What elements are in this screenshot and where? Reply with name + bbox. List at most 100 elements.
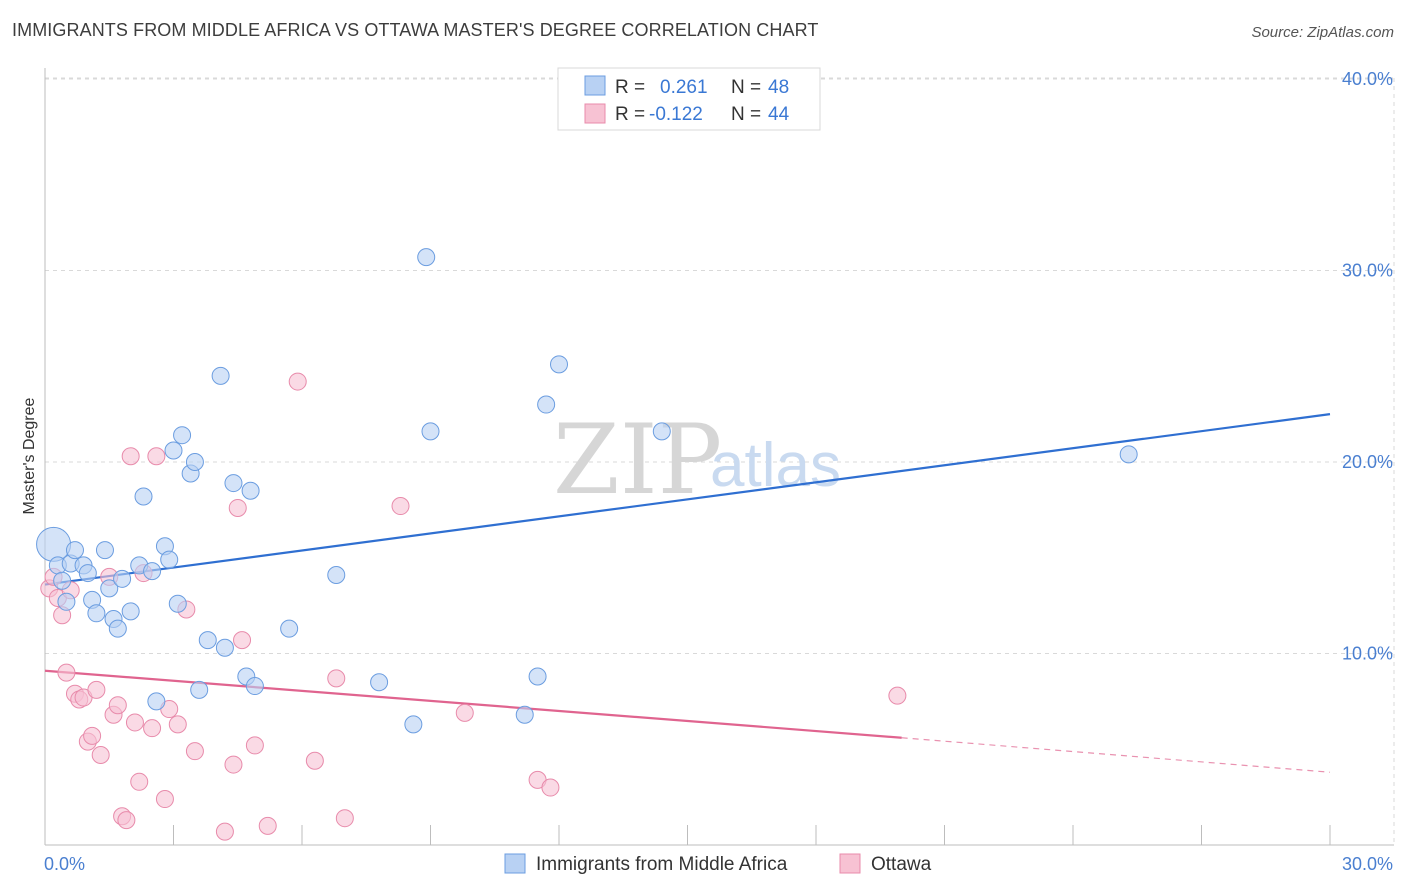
data-point-middle-africa bbox=[417, 248, 436, 267]
series-ottawa-points bbox=[40, 372, 907, 841]
trend-line-middle-africa bbox=[44, 413, 1331, 586]
data-point-middle-africa bbox=[528, 667, 547, 686]
data-point-middle-africa bbox=[160, 550, 179, 569]
data-point-middle-africa bbox=[537, 395, 556, 414]
data-point-middle-africa bbox=[421, 422, 440, 441]
y-axis-label: Master's Degree bbox=[21, 397, 38, 514]
legend-r-value-1: 0.261 bbox=[660, 77, 708, 98]
legend-n-label-1: N = bbox=[731, 77, 761, 98]
data-point-middle-africa bbox=[190, 680, 209, 699]
data-point-middle-africa bbox=[215, 638, 234, 657]
data-point-ottawa bbox=[224, 755, 243, 774]
data-point-middle-africa bbox=[245, 677, 264, 696]
legend-r-label-2: R = bbox=[615, 104, 645, 125]
data-point-ottawa bbox=[143, 719, 162, 738]
bottom-legend-label-pink: Ottawa bbox=[871, 854, 932, 875]
data-point-middle-africa bbox=[164, 441, 183, 460]
y-tick-label: 10.0% bbox=[1342, 644, 1393, 664]
trend-line-ottawa bbox=[44, 669, 902, 739]
x-tick-label: 0.0% bbox=[44, 854, 85, 874]
data-point-middle-africa bbox=[113, 569, 132, 588]
data-point-middle-africa bbox=[78, 564, 97, 583]
chart-title: IMMIGRANTS FROM MIDDLE AFRICA VS OTTAWA … bbox=[12, 20, 819, 40]
data-point-ottawa bbox=[57, 663, 76, 682]
data-point-middle-africa bbox=[108, 619, 127, 638]
data-point-ottawa bbox=[125, 713, 144, 732]
data-point-middle-africa bbox=[134, 487, 153, 506]
data-point-ottawa bbox=[130, 772, 149, 791]
data-point-ottawa bbox=[327, 669, 346, 688]
data-point-ottawa bbox=[233, 631, 252, 650]
y-tick-label: 40.0% bbox=[1342, 69, 1393, 89]
bottom-legend-swatch-blue bbox=[504, 853, 526, 874]
data-point-middle-africa bbox=[404, 715, 423, 734]
data-point-middle-africa bbox=[95, 541, 114, 560]
bottom-legend-swatch-pink bbox=[839, 853, 861, 874]
data-point-middle-africa bbox=[147, 692, 166, 711]
legend-n-label-2: N = bbox=[731, 104, 761, 125]
data-point-ottawa bbox=[888, 686, 907, 705]
data-point-ottawa bbox=[258, 816, 277, 835]
legend-swatch-pink bbox=[584, 103, 606, 124]
legend-swatch-blue bbox=[584, 75, 606, 96]
data-point-ottawa bbox=[305, 751, 324, 770]
legend-r-label-1: R = bbox=[615, 77, 645, 98]
data-point-ottawa bbox=[288, 372, 307, 391]
data-point-middle-africa bbox=[652, 422, 671, 441]
data-point-middle-africa bbox=[121, 602, 140, 621]
data-point-middle-africa bbox=[211, 366, 230, 385]
legend-r-value-2: -0.122 bbox=[649, 104, 703, 125]
bottom-legend-label-blue: Immigrants from Middle Africa bbox=[536, 854, 788, 875]
data-point-middle-africa bbox=[550, 355, 568, 374]
data-point-ottawa bbox=[147, 447, 166, 466]
legend-n-value-2: 44 bbox=[768, 104, 790, 125]
y-tick-label: 30.0% bbox=[1342, 261, 1393, 281]
watermark-atlas: atlas bbox=[710, 431, 841, 500]
data-point-ottawa bbox=[335, 809, 354, 828]
data-point-middle-africa bbox=[143, 562, 162, 581]
data-point-middle-africa bbox=[280, 619, 299, 638]
data-point-middle-africa bbox=[198, 631, 217, 650]
data-point-middle-africa bbox=[173, 426, 192, 445]
data-point-middle-africa bbox=[241, 481, 260, 500]
data-point-ottawa bbox=[117, 811, 136, 830]
data-point-middle-africa bbox=[185, 453, 204, 471]
data-point-middle-africa bbox=[224, 474, 243, 493]
data-point-middle-africa bbox=[65, 541, 84, 560]
data-point-middle-africa bbox=[515, 705, 534, 724]
data-point-ottawa bbox=[168, 715, 187, 734]
data-point-ottawa bbox=[185, 742, 204, 761]
watermark: ZIP atlas bbox=[553, 404, 841, 516]
data-point-ottawa bbox=[155, 790, 174, 809]
data-point-middle-africa bbox=[1119, 445, 1138, 464]
series-legend: Immigrants from Middle Africa Ottawa bbox=[504, 853, 932, 875]
data-point-middle-africa bbox=[327, 565, 346, 584]
trend-line-ottawa-extension bbox=[901, 737, 1331, 773]
y-tick-label: 20.0% bbox=[1342, 452, 1393, 472]
series-middle-africa-points bbox=[36, 248, 1138, 734]
data-point-ottawa bbox=[91, 745, 110, 764]
data-point-ottawa bbox=[391, 497, 410, 516]
legend-n-value-1: 48 bbox=[768, 77, 789, 98]
data-point-middle-africa bbox=[100, 579, 119, 598]
trend-lines bbox=[44, 413, 1331, 773]
data-point-ottawa bbox=[245, 736, 264, 755]
data-point-middle-africa bbox=[87, 604, 106, 623]
data-point-ottawa bbox=[87, 680, 106, 699]
data-point-middle-africa bbox=[57, 592, 76, 611]
data-point-ottawa bbox=[455, 703, 474, 722]
watermark-zip: ZIP bbox=[553, 404, 722, 516]
tick-labels: 10.0% 20.0% 30.0% 40.0% 0.0% 30.0% bbox=[44, 69, 1393, 874]
data-point-ottawa bbox=[83, 726, 102, 745]
data-point-ottawa bbox=[108, 696, 127, 715]
axes bbox=[44, 68, 1394, 846]
chart-source: Source: ZipAtlas.com bbox=[1251, 24, 1394, 41]
data-point-middle-africa bbox=[168, 594, 187, 613]
x-tick-label: 30.0% bbox=[1342, 854, 1393, 874]
correlation-legend: R = 0.261 N = 48 R = -0.122 N = 44 bbox=[557, 67, 821, 131]
data-point-ottawa bbox=[215, 822, 234, 841]
data-point-middle-africa bbox=[370, 673, 389, 692]
data-point-ottawa bbox=[228, 498, 247, 517]
data-point-ottawa bbox=[121, 447, 140, 466]
